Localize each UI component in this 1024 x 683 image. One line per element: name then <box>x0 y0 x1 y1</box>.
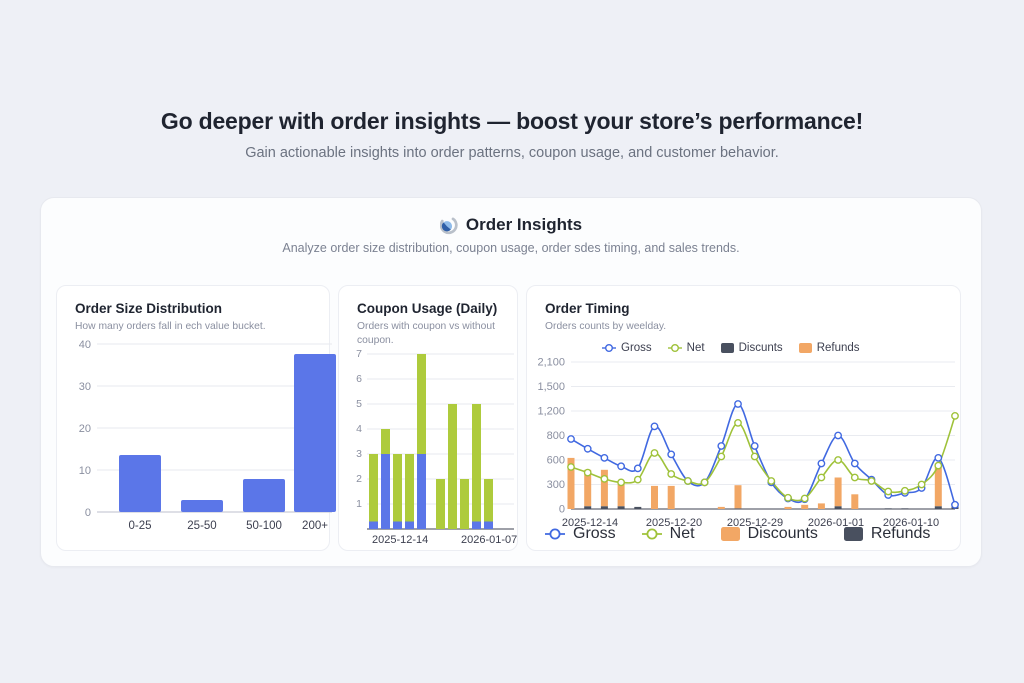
svg-text:2025-12-14: 2025-12-14 <box>372 534 428 546</box>
svg-text:0-25: 0-25 <box>128 520 151 532</box>
svg-text:200+: 200+ <box>302 520 328 532</box>
svg-text:20: 20 <box>79 423 91 435</box>
svg-text:4: 4 <box>356 423 362 435</box>
svg-text:0: 0 <box>85 507 91 519</box>
svg-text:1,500: 1,500 <box>537 381 565 393</box>
svg-text:1,200: 1,200 <box>537 406 565 418</box>
svg-text:300: 300 <box>547 479 565 491</box>
svg-text:2026-01-07: 2026-01-07 <box>461 534 517 546</box>
svg-text:600: 600 <box>547 455 565 467</box>
svg-text:25-50: 25-50 <box>187 520 216 532</box>
svg-text:5: 5 <box>356 398 362 410</box>
svg-text:1: 1 <box>356 498 362 510</box>
svg-text:2,100: 2,100 <box>537 357 565 369</box>
svg-text:6: 6 <box>356 373 362 385</box>
svg-text:3: 3 <box>356 448 362 460</box>
svg-text:2: 2 <box>356 473 362 485</box>
svg-text:0: 0 <box>559 504 565 516</box>
svg-text:50-100: 50-100 <box>246 520 282 532</box>
svg-text:40: 40 <box>79 339 91 351</box>
svg-text:10: 10 <box>79 465 91 477</box>
svg-text:7: 7 <box>356 348 362 360</box>
svg-text:800: 800 <box>547 430 565 442</box>
svg-text:30: 30 <box>79 381 91 393</box>
